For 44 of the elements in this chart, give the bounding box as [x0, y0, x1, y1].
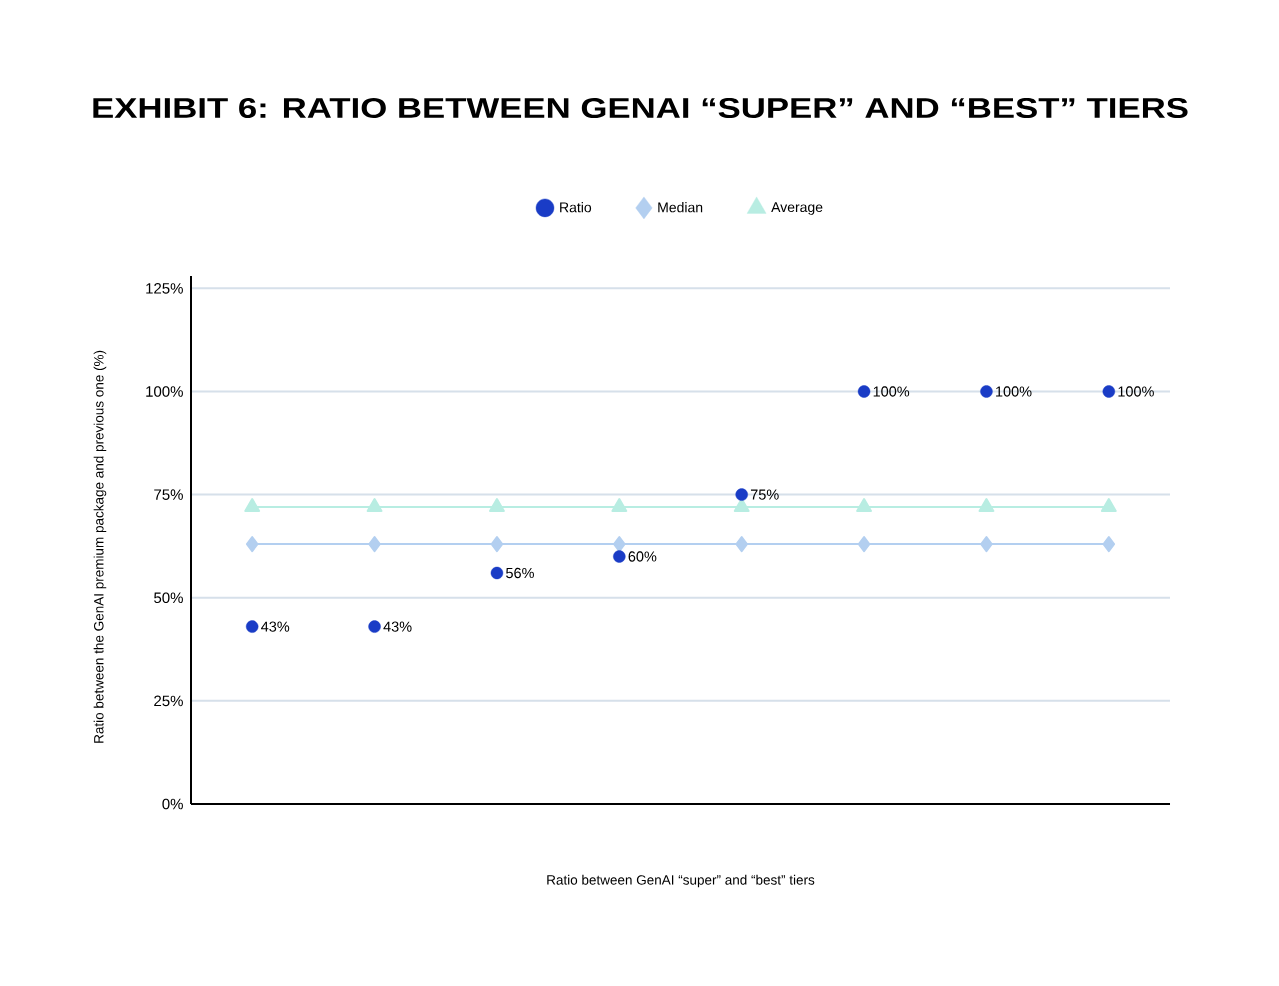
point: [368, 536, 381, 553]
point: [735, 488, 748, 501]
point: [245, 536, 259, 553]
point: [735, 536, 748, 553]
point: [857, 385, 871, 398]
y-axis-title: Ratio between the GenAI premium package and previous one (%): [93, 350, 107, 743]
point: [613, 550, 626, 563]
point: [1102, 385, 1116, 398]
point: [490, 566, 504, 580]
y-tick-label: 0%: [162, 798, 183, 810]
legend-label: Median: [658, 202, 703, 213]
point: [733, 498, 750, 512]
data-label: 100%: [873, 386, 910, 397]
y-tick-label: 50%: [154, 592, 183, 604]
point: [366, 498, 383, 512]
point: [368, 620, 381, 633]
point: [244, 498, 261, 512]
point: [613, 536, 626, 553]
x-axis-title: Ratio between GenAI “super” and “best” tiers: [547, 874, 815, 888]
point: [980, 536, 993, 553]
y-tick-label: 100%: [146, 386, 183, 397]
y-tick-label: 25%: [154, 695, 183, 707]
point: [978, 498, 995, 512]
y-tick-label: 125%: [146, 283, 183, 294]
data-label: 100%: [1118, 386, 1154, 397]
point: [857, 536, 871, 553]
y-tick-label: 75%: [154, 489, 183, 500]
point: [1100, 498, 1117, 512]
point: [489, 498, 505, 512]
chart-title: EXHIBIT 6: RATIO BETWEEN GENAI “SUPER” AND “BEST” TIERS: [93, 97, 1188, 119]
legend-label: Average: [771, 202, 823, 215]
legend-label: Ratio: [560, 202, 592, 213]
point: [611, 498, 628, 512]
point: [856, 498, 872, 512]
data-label: 43%: [383, 621, 412, 632]
point: [490, 536, 504, 553]
point: [245, 620, 259, 633]
data-label: 75%: [750, 489, 779, 500]
data-label: 100%: [996, 386, 1032, 397]
data-label: 60%: [628, 551, 657, 562]
data-label: 43%: [261, 621, 290, 632]
point: [980, 385, 993, 398]
point: [1102, 536, 1116, 553]
data-label: 56%: [506, 567, 534, 579]
